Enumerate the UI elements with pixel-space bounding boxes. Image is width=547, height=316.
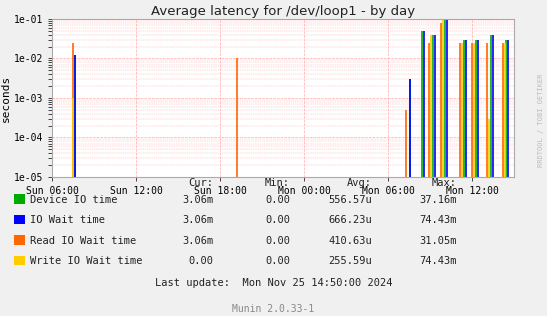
Text: RRDTOOL / TOBI OETIKER: RRDTOOL / TOBI OETIKER — [538, 73, 544, 167]
Text: 3.06m: 3.06m — [182, 236, 213, 246]
Text: 37.16m: 37.16m — [419, 195, 457, 205]
Text: 255.59u: 255.59u — [328, 256, 372, 266]
Text: Max:: Max: — [432, 178, 457, 188]
Text: Device IO time: Device IO time — [30, 195, 118, 205]
Text: Munin 2.0.33-1: Munin 2.0.33-1 — [232, 304, 315, 314]
Text: 0.00: 0.00 — [188, 256, 213, 266]
Text: 3.06m: 3.06m — [182, 215, 213, 225]
Text: Write IO Wait time: Write IO Wait time — [30, 256, 143, 266]
Text: 0.00: 0.00 — [265, 236, 290, 246]
Text: 666.23u: 666.23u — [328, 215, 372, 225]
Text: 556.57u: 556.57u — [328, 195, 372, 205]
Text: Last update:  Mon Nov 25 14:50:00 2024: Last update: Mon Nov 25 14:50:00 2024 — [155, 278, 392, 288]
Text: Read IO Wait time: Read IO Wait time — [30, 236, 136, 246]
Text: Cur:: Cur: — [188, 178, 213, 188]
Text: 410.63u: 410.63u — [328, 236, 372, 246]
Text: 0.00: 0.00 — [265, 215, 290, 225]
Text: IO Wait time: IO Wait time — [30, 215, 105, 225]
Text: 74.43m: 74.43m — [419, 215, 457, 225]
Text: 74.43m: 74.43m — [419, 256, 457, 266]
Text: 3.06m: 3.06m — [182, 195, 213, 205]
Y-axis label: seconds: seconds — [1, 74, 11, 122]
Text: 0.00: 0.00 — [265, 195, 290, 205]
Text: Avg:: Avg: — [347, 178, 372, 188]
Text: 0.00: 0.00 — [265, 256, 290, 266]
Title: Average latency for /dev/loop1 - by day: Average latency for /dev/loop1 - by day — [151, 5, 415, 18]
Text: Min:: Min: — [265, 178, 290, 188]
Text: 31.05m: 31.05m — [419, 236, 457, 246]
